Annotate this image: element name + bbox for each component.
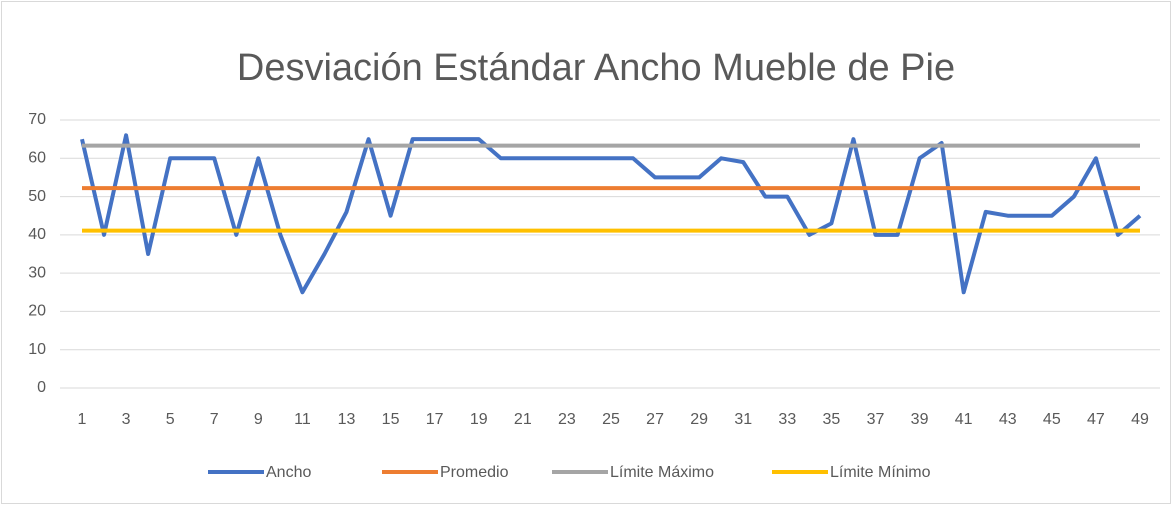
x-tick-label: 15 [382, 411, 400, 428]
legend-label: Límite Máximo [610, 464, 714, 481]
x-tick-label: 9 [254, 411, 263, 428]
x-tick-label: 7 [210, 411, 219, 428]
y-tick-label: 10 [28, 341, 46, 358]
x-tick-label: 3 [122, 411, 131, 428]
y-tick-label: 50 [28, 188, 46, 205]
x-tick-label: 33 [778, 411, 796, 428]
chart-title: Desviación Estándar Ancho Mueble de Pie [237, 47, 955, 89]
x-tick-label: 1 [78, 411, 87, 428]
x-tick-label: 45 [1043, 411, 1061, 428]
x-tick-label: 29 [690, 411, 708, 428]
x-tick-label: 41 [955, 411, 973, 428]
y-tick-label: 30 [28, 264, 46, 281]
x-tick-label: 31 [734, 411, 752, 428]
x-tick-label: 37 [867, 411, 885, 428]
x-tick-label: 27 [646, 411, 664, 428]
x-tick-label: 43 [999, 411, 1017, 428]
y-tick-label: 60 [28, 150, 46, 167]
legend-label: Ancho [266, 464, 311, 481]
x-tick-label: 49 [1131, 411, 1149, 428]
x-tick-label: 19 [470, 411, 488, 428]
x-tick-label: 35 [823, 411, 841, 428]
legend-label: Límite Mínimo [830, 464, 931, 481]
x-tick-label: 25 [602, 411, 620, 428]
x-tick-label: 47 [1087, 411, 1105, 428]
y-tick-label: 0 [37, 379, 46, 396]
x-tick-label: 13 [338, 411, 356, 428]
y-tick-label: 20 [28, 303, 46, 320]
x-tick-label: 11 [294, 411, 311, 428]
y-tick-label: 70 [28, 111, 46, 128]
x-tick-label: 23 [558, 411, 576, 428]
x-tick-label: 17 [426, 411, 444, 428]
legend-label: Promedio [440, 464, 509, 481]
x-tick-label: 39 [911, 411, 929, 428]
x-tick-label: 5 [166, 411, 175, 428]
y-tick-label: 40 [28, 226, 46, 243]
series-line [80, 133, 1142, 295]
x-tick-label: 21 [514, 411, 532, 428]
